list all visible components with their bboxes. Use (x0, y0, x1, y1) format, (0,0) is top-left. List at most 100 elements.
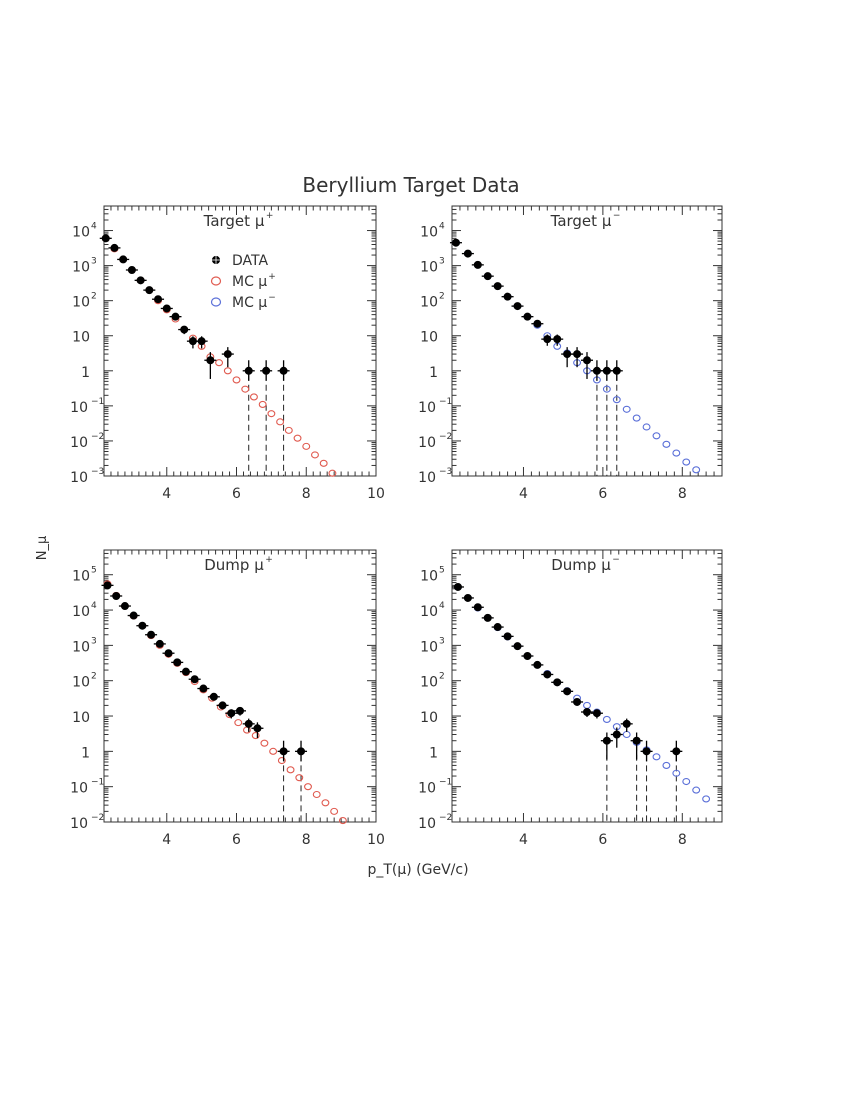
data-point (473, 260, 482, 269)
x-tick-label: 10 (367, 832, 385, 848)
data-point (451, 238, 460, 247)
y-tick-label-exponent: 2 (439, 292, 445, 302)
mc-point (682, 777, 691, 786)
mc-point (662, 761, 671, 769)
panel-label-sign: − (613, 211, 621, 221)
data-point (672, 747, 681, 756)
data-point (602, 366, 611, 375)
mc-point (672, 449, 681, 457)
y-tick-label: 10 (72, 675, 90, 691)
y-tick-label: 10 (418, 435, 436, 451)
mc-point (284, 426, 293, 434)
y-tick-label-exponent: 2 (91, 292, 97, 302)
shared-x-axis-label: p_T(μ) (GeV/c) (367, 862, 468, 878)
y-tick-label: 10 (72, 225, 90, 241)
y-tick-label: 10 (418, 400, 436, 416)
mc-point (321, 799, 330, 807)
y-tick-label-exponent: 2 (439, 672, 445, 682)
legend-label: DATA (232, 253, 268, 269)
data-point (453, 582, 462, 591)
mc-point (583, 701, 591, 709)
mc-point (293, 434, 302, 442)
data-point (463, 249, 472, 258)
plot-frame (103, 549, 377, 823)
x-tick-label: 8 (678, 832, 687, 848)
mc-point (632, 414, 641, 422)
panel-label: Target μ (203, 212, 265, 230)
mc-point (692, 466, 701, 474)
y-tick-label: 10 (72, 260, 90, 276)
data-point (138, 621, 147, 630)
y-tick-label-exponent: 4 (439, 222, 445, 232)
data-point (120, 602, 129, 611)
data-point (583, 708, 592, 717)
x-tick-label: 4 (519, 832, 528, 848)
data-point (197, 337, 206, 346)
y-tick-label: 10 (420, 639, 438, 655)
data-point (533, 319, 542, 328)
data-point (218, 701, 227, 710)
mc-point (277, 756, 286, 765)
y-tick-label-exponent: −2 (439, 432, 452, 442)
panel-label-sign: + (266, 211, 274, 221)
data-point (523, 652, 532, 661)
y-tick-label: 10 (70, 781, 88, 797)
data-point (127, 265, 136, 274)
data-point (244, 366, 253, 375)
y-tick-label-exponent: 4 (91, 222, 97, 232)
mc-point (622, 405, 631, 413)
mc-point (652, 432, 661, 440)
series-data (99, 234, 290, 381)
y-tick-label: 10 (420, 675, 438, 691)
y-tick-label-exponent: 4 (439, 601, 445, 611)
data-point (279, 366, 288, 375)
mc-point (267, 410, 276, 418)
data-point (642, 747, 651, 756)
data-point (297, 747, 306, 756)
data-point (227, 709, 236, 718)
data-point (181, 667, 190, 676)
legend-label-sign: − (268, 293, 276, 303)
data-point (543, 670, 552, 679)
data-point (103, 581, 112, 590)
x-tick-label: 4 (519, 486, 528, 502)
data-point (235, 706, 244, 715)
data-point (147, 630, 156, 639)
data-point (493, 282, 502, 291)
data-point (101, 234, 110, 243)
y-tick-label: 10 (70, 816, 88, 832)
data-point (592, 366, 601, 375)
y-tick-label-exponent: −3 (91, 467, 104, 477)
data-point (164, 649, 173, 658)
mc-point (295, 774, 304, 782)
plot-frame (451, 549, 723, 823)
plot-frame (451, 205, 723, 477)
mc-point (662, 440, 671, 448)
y-tick-label: 1 (81, 365, 90, 381)
data-point (279, 747, 288, 756)
y-tick-label: 10 (420, 569, 438, 585)
x-tick-label: 6 (598, 832, 607, 848)
data-point (483, 613, 492, 622)
panel-label: Dump μ (551, 556, 611, 574)
data-point (573, 697, 582, 706)
data-point (162, 304, 171, 313)
mc-point (338, 816, 347, 825)
panel-label: Dump μ (204, 556, 264, 574)
data-point (253, 724, 262, 733)
mc-point (682, 458, 691, 466)
x-tick-label: 8 (302, 486, 311, 502)
x-tick-label: 4 (162, 832, 171, 848)
data-point (244, 719, 253, 728)
data-point (533, 660, 542, 669)
data-point (592, 709, 601, 718)
mc-point (702, 795, 711, 803)
y-tick-label: 10 (420, 225, 438, 241)
series-mc_plus (103, 580, 347, 825)
mc-point (311, 451, 319, 459)
mc-point (692, 786, 701, 794)
